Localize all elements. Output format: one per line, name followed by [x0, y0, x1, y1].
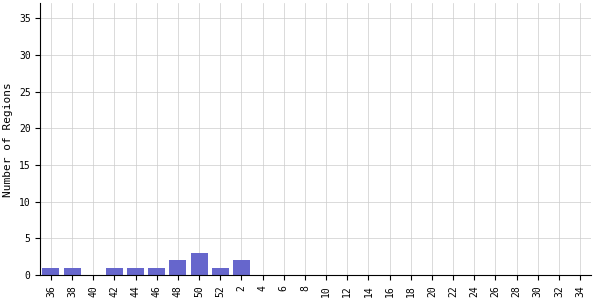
- Y-axis label: Number of Regions: Number of Regions: [4, 82, 13, 196]
- Bar: [233, 260, 250, 275]
- Bar: [43, 268, 59, 275]
- Bar: [169, 260, 187, 275]
- Bar: [148, 268, 165, 275]
- Bar: [127, 268, 144, 275]
- Bar: [106, 268, 123, 275]
- Bar: [191, 253, 207, 275]
- Bar: [64, 268, 81, 275]
- Bar: [212, 268, 229, 275]
